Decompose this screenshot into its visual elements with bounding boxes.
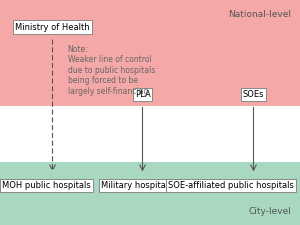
Text: Military hospitals: Military hospitals: [101, 181, 172, 190]
Text: PLA: PLA: [135, 90, 150, 99]
Text: SOE-affiliated public hospitals: SOE-affiliated public hospitals: [168, 181, 294, 190]
Text: SOEs: SOEs: [243, 90, 264, 99]
Text: Ministry of Health: Ministry of Health: [15, 22, 90, 32]
Bar: [0, 162, 300, 225]
Text: National-level: National-level: [228, 10, 291, 19]
Text: MOH public hospitals: MOH public hospitals: [2, 181, 91, 190]
Text: City-level: City-level: [248, 207, 291, 216]
Bar: [0, 106, 300, 162]
Bar: [0, 0, 300, 106]
Text: Note:
Weaker line of control
due to public hospitals
being forced to be
largely : Note: Weaker line of control due to publ…: [68, 45, 155, 96]
